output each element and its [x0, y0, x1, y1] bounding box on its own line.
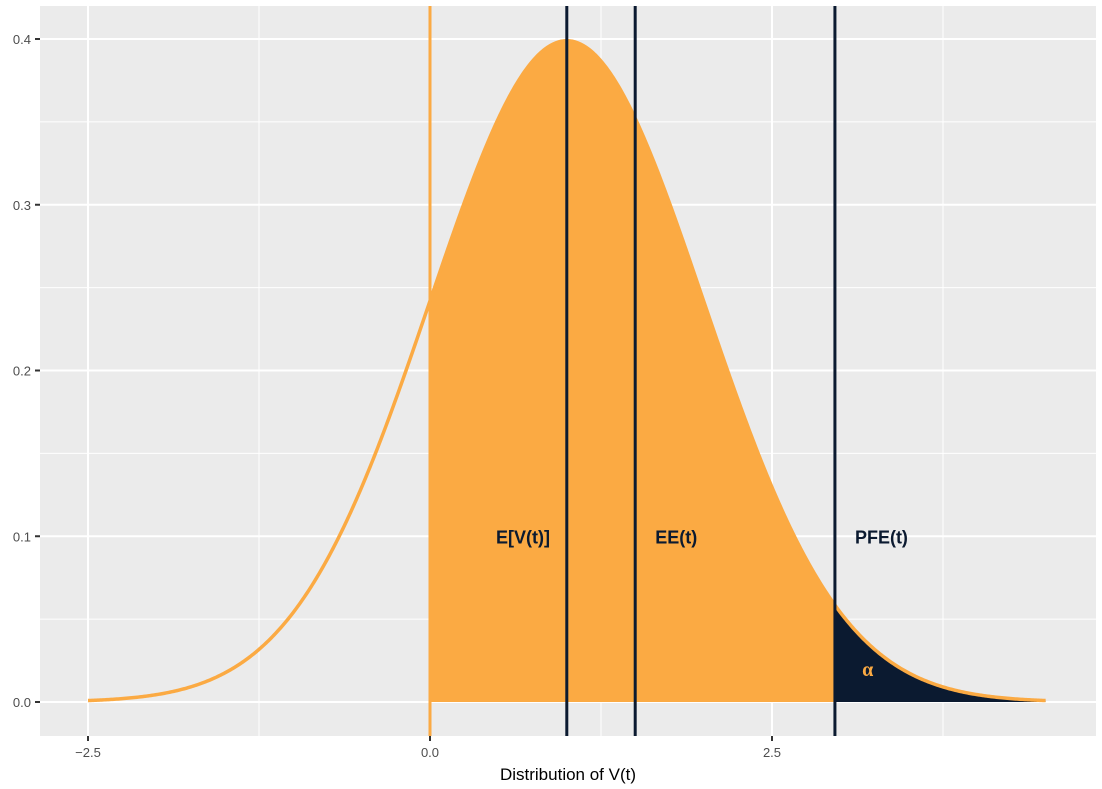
y-tick-label: 0.4: [13, 32, 31, 47]
y-tick-label: 0.3: [13, 198, 31, 213]
alpha-tail-area: [834, 605, 1046, 702]
annotation-label: E[V(t)]: [496, 527, 550, 547]
x-tick-label: 0.0: [421, 745, 439, 760]
x-axis-title: Distribution of V(t): [500, 765, 636, 784]
annotation-label: EE(t): [655, 527, 697, 547]
positive-exposure-area: [430, 40, 835, 702]
x-tick-label: −2.5: [75, 745, 101, 760]
vertical-lines: [428, 6, 837, 736]
alpha-label: α: [862, 659, 873, 681]
x-tick-label: 2.5: [763, 745, 781, 760]
annotations: E[V(t)] EE(t) PFE(t) α: [496, 527, 908, 681]
annotation-label: PFE(t): [855, 527, 908, 547]
density-areas: [430, 40, 1046, 702]
y-tick-label: 0.2: [13, 364, 31, 379]
y-tick-label: 0.0: [13, 695, 31, 710]
x-axis: −2.5 0.0 2.5: [75, 736, 781, 760]
y-tick-label: 0.1: [13, 529, 31, 544]
y-axis: 0.0 0.1 0.2 0.3 0.4: [13, 32, 40, 710]
